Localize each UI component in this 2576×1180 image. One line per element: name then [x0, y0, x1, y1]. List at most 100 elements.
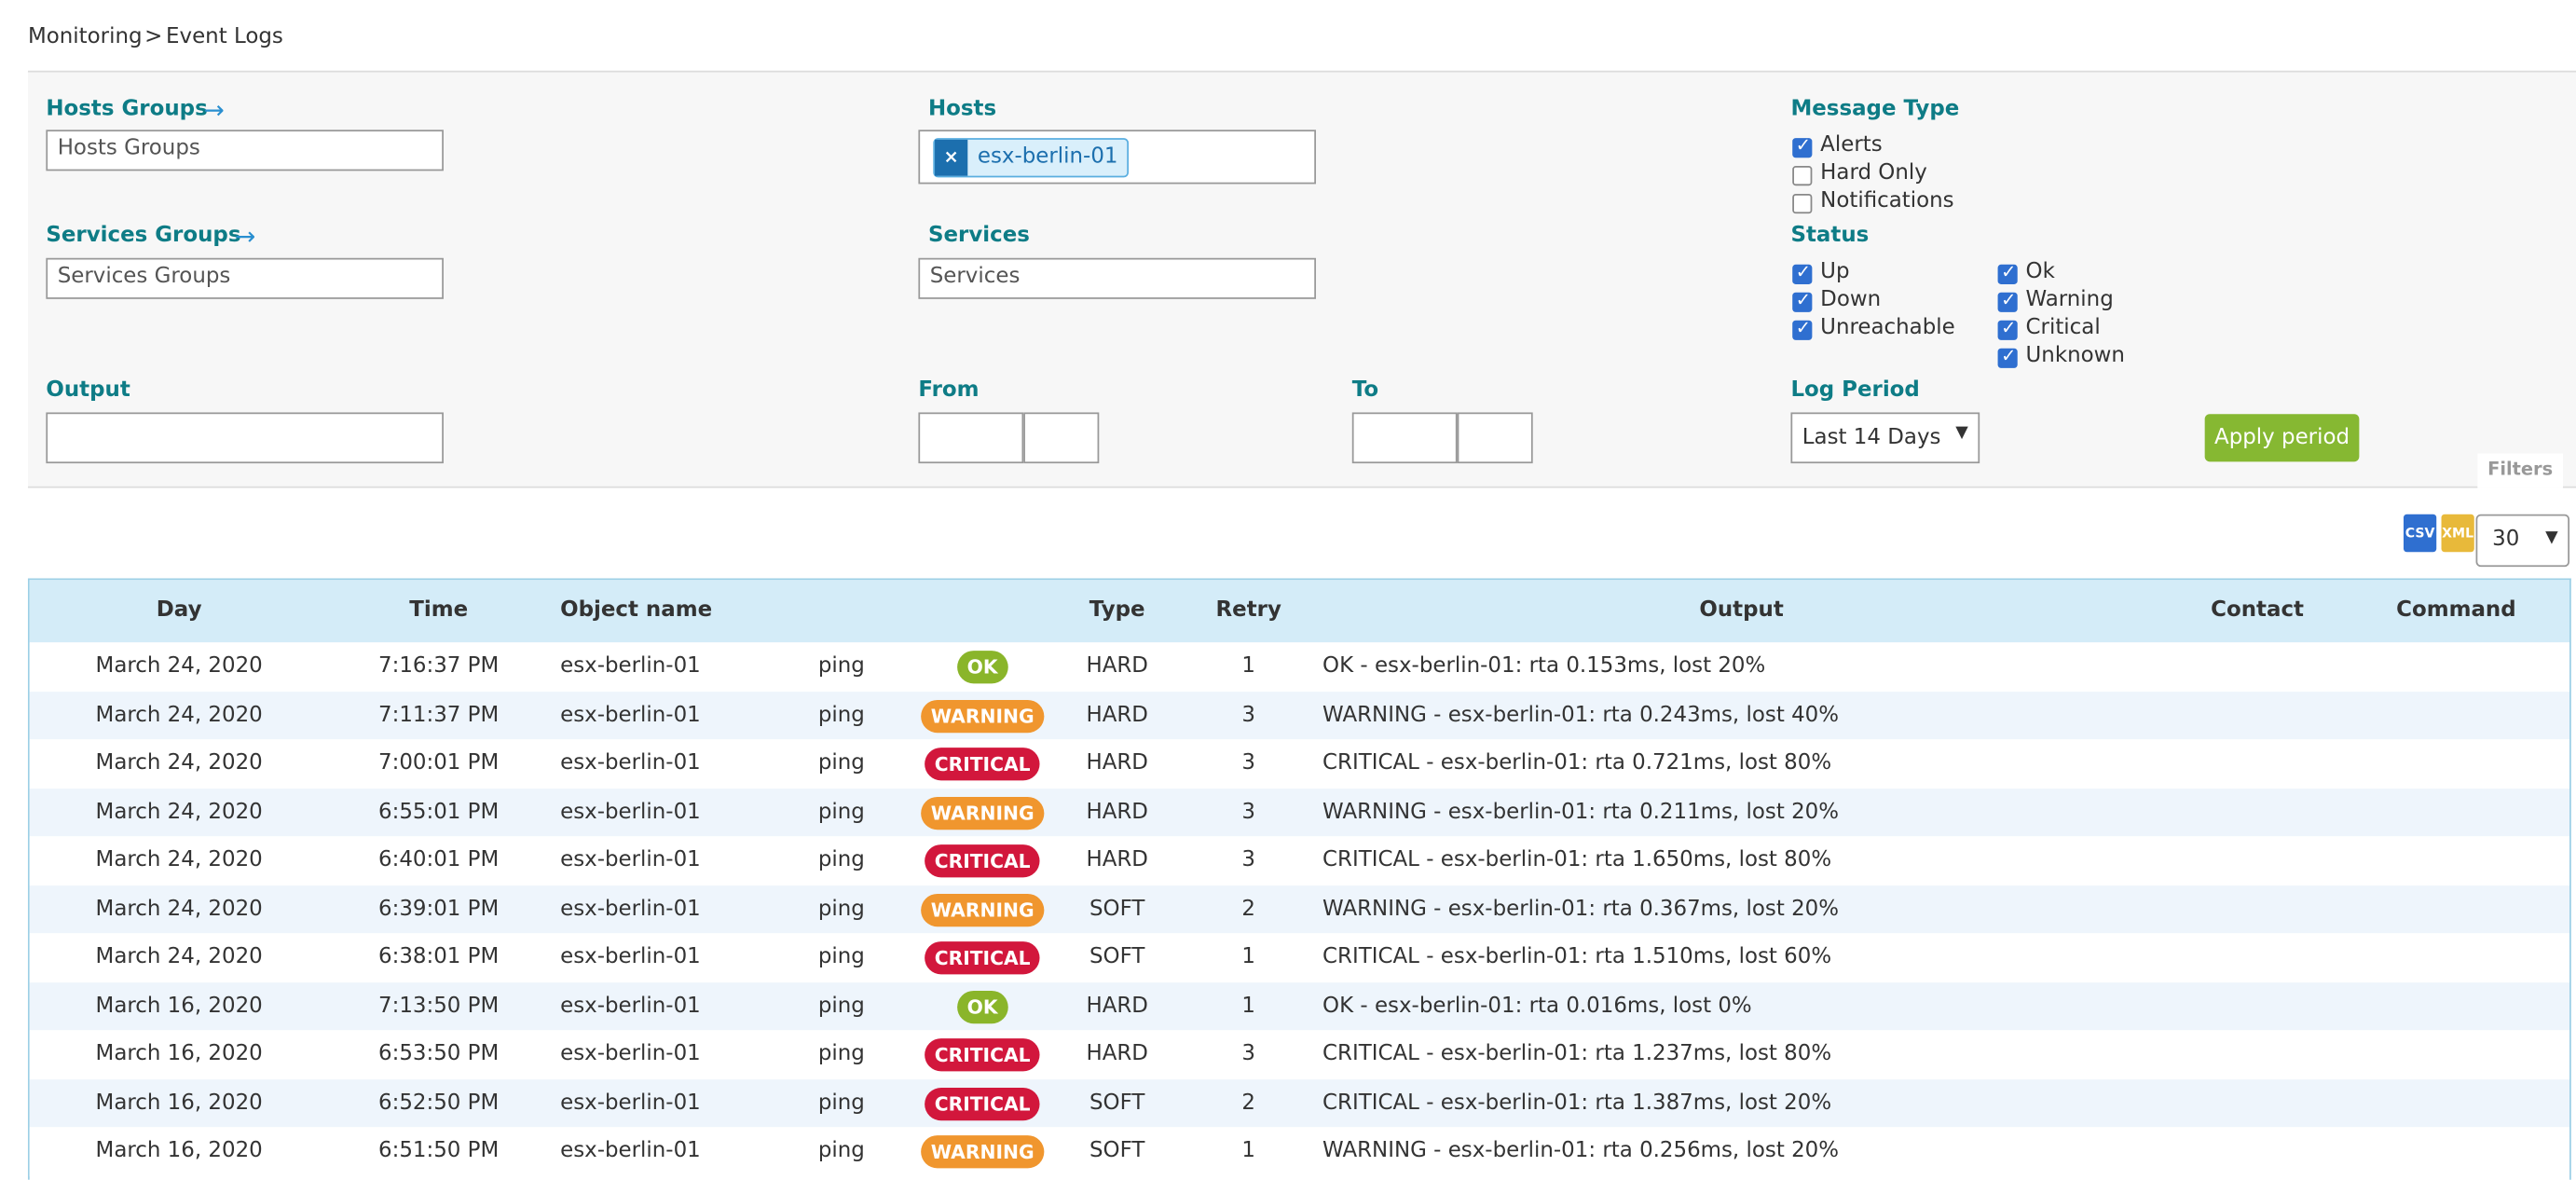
cell: esx-berlin-01	[560, 799, 701, 825]
cell: SOFT	[1089, 944, 1145, 970]
status-badge: WARNING	[921, 796, 1045, 830]
cell: ping	[817, 896, 865, 922]
status-badge: WARNING	[921, 893, 1045, 926]
breadcrumb-separator: >	[144, 24, 163, 49]
output-input[interactable]	[46, 412, 444, 464]
breadcrumb-item: Event Logs	[166, 24, 283, 49]
status-badge: OK	[957, 990, 1008, 1023]
cell: HARD	[1086, 702, 1148, 728]
checkbox[interactable]	[1997, 289, 2018, 312]
cell: 6:55:01 PM	[378, 799, 500, 825]
checkbox[interactable]	[1792, 194, 1813, 214]
cell: 1	[1241, 1138, 1256, 1164]
page-size-select[interactable]: 30 ▼	[2475, 514, 2570, 568]
column-header: Contact	[2211, 597, 2305, 624]
cell: esx-berlin-01	[560, 653, 701, 679]
log-period-label: Log Period	[1790, 377, 1920, 403]
cell: 3	[1241, 702, 1256, 728]
apply-period-button[interactable]: Apply period	[2204, 414, 2360, 462]
cell: esx-berlin-01	[560, 1138, 701, 1164]
table-header	[29, 580, 2570, 643]
cell: March 16, 2020	[95, 993, 263, 1019]
arrow-link[interactable]: →	[235, 221, 256, 252]
services-input[interactable]: Services	[918, 257, 1317, 299]
cell: ping	[817, 1138, 865, 1164]
output-label: Output	[46, 377, 130, 403]
cell: ping	[817, 1041, 865, 1067]
column-header: Output	[1699, 597, 1784, 624]
checkbox[interactable]	[1792, 317, 1813, 340]
checkbox[interactable]	[1792, 261, 1813, 284]
checkbox[interactable]	[1792, 135, 1813, 158]
checkbox-label: Ok	[2025, 259, 2055, 284]
cell: esx-berlin-01	[560, 896, 701, 922]
table-row	[29, 885, 2570, 934]
status-badge: WARNING	[921, 1135, 1045, 1169]
from-time-input[interactable]	[1023, 412, 1100, 464]
checkbox-label: Critical	[2025, 315, 2101, 340]
checkbox[interactable]	[1997, 317, 2018, 340]
to-date-input[interactable]	[1351, 412, 1458, 464]
table-row	[29, 739, 2570, 789]
table-row	[29, 642, 2570, 692]
services-groups-input[interactable]: Services Groups	[46, 257, 444, 299]
checkbox-label: Unreachable	[1820, 315, 1955, 340]
cell: esx-berlin-01	[560, 1090, 701, 1116]
status-badge: CRITICAL	[925, 941, 1041, 975]
cell: 3	[1241, 1041, 1256, 1067]
cell: esx-berlin-01	[560, 1041, 701, 1067]
table-row	[29, 836, 2570, 885]
cell: ping	[817, 944, 865, 970]
cell: March 16, 2020	[95, 1090, 263, 1116]
cell: 7:13:50 PM	[378, 993, 500, 1019]
hosts-input[interactable]: esx-berlin-01 ×	[918, 130, 1317, 185]
checkbox[interactable]	[1792, 289, 1813, 312]
log-period-select[interactable]: Last 14 Days ▼	[1790, 412, 1980, 464]
cell: WARNING - esx-berlin-01: rta 0.211ms, lo…	[1322, 799, 1840, 825]
host-tag: esx-berlin-01 ×	[933, 138, 1130, 178]
breadcrumb-item[interactable]: Monitoring	[27, 24, 143, 49]
status-badge: CRITICAL	[925, 1038, 1041, 1072]
table-row	[29, 1030, 2570, 1079]
to-time-input[interactable]	[1457, 412, 1533, 464]
export-icon[interactable]: CSV	[2403, 514, 2437, 553]
status-badge: CRITICAL	[925, 844, 1041, 878]
table-row	[29, 981, 2570, 1031]
cell: SOFT	[1089, 1090, 1145, 1116]
table-row	[29, 1127, 2570, 1176]
cell: 3	[1241, 799, 1256, 825]
checkbox-label: Up	[1820, 259, 1850, 284]
cell: March 24, 2020	[95, 896, 263, 922]
cell: March 24, 2020	[95, 799, 263, 825]
cell: 1	[1241, 653, 1256, 679]
cell: CRITICAL - esx-berlin-01: rta 0.721ms, l…	[1322, 750, 1832, 776]
cell: March 24, 2020	[95, 847, 263, 873]
column-header: Command	[2396, 597, 2516, 624]
checkbox[interactable]	[1997, 261, 2018, 284]
status-badge: WARNING	[921, 699, 1045, 733]
table-row	[29, 933, 2570, 982]
filters-tab[interactable]: Filters	[2477, 453, 2563, 488]
cell: 6:53:50 PM	[378, 1041, 500, 1067]
from-date-input[interactable]	[918, 412, 1024, 464]
cell: 6:40:01 PM	[378, 847, 500, 873]
export-icon[interactable]: XML	[2441, 514, 2474, 553]
hosts-groups-input[interactable]: Hosts Groups	[46, 130, 444, 172]
cell: esx-berlin-01	[560, 750, 701, 776]
cell: 2	[1241, 1090, 1256, 1116]
column-header: Object name	[560, 597, 713, 624]
from-label: From	[918, 377, 980, 403]
arrow-link[interactable]: →	[203, 95, 225, 125]
cell: 6:51:50 PM	[378, 1138, 500, 1164]
remove-tag-button[interactable]: ×	[935, 139, 968, 176]
cell: ping	[817, 750, 865, 776]
hosts-label: Hosts	[927, 97, 997, 122]
checkbox[interactable]	[1997, 345, 2018, 368]
checkbox[interactable]	[1792, 166, 1813, 186]
cell: ping	[817, 702, 865, 728]
status-badge: CRITICAL	[925, 1087, 1041, 1120]
cell: esx-berlin-01	[560, 993, 701, 1019]
cell: esx-berlin-01	[560, 847, 701, 873]
cell: 2	[1241, 896, 1256, 922]
